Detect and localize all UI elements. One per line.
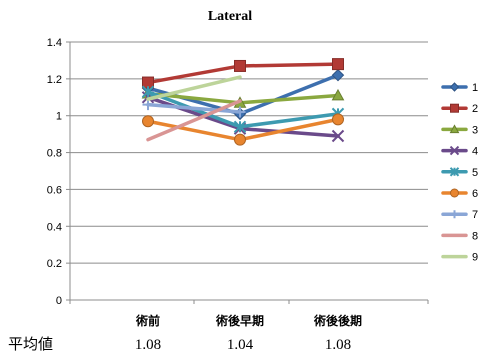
legend-item: 8 — [441, 230, 478, 242]
average-label: 平均値 — [8, 335, 53, 353]
x-axis: 術前 術後早期 術後後期 — [69, 299, 429, 328]
average-value: 1.08 — [325, 337, 351, 353]
legend-label: 1 — [472, 82, 478, 94]
legend-label: 3 — [472, 124, 478, 136]
data-point — [450, 188, 459, 198]
legend-item: 5 — [441, 167, 478, 179]
legend-item: 2 — [441, 103, 478, 115]
data-point — [331, 129, 345, 143]
average-value: 1.08 — [135, 337, 161, 353]
legend-item: 4 — [441, 145, 478, 158]
y-tick-label: 1.2 — [47, 74, 62, 86]
average-row: 平均値 1.08 1.04 1.08 — [8, 335, 351, 353]
data-point — [141, 85, 155, 98]
data-point — [449, 82, 460, 92]
data-point — [449, 145, 460, 156]
data-point — [234, 106, 246, 118]
legend-label: 5 — [472, 167, 478, 179]
y-tick-label: 0.4 — [47, 221, 62, 233]
gridlines — [70, 41, 428, 264]
data-point — [331, 88, 345, 101]
legend-item: 9 — [441, 252, 478, 264]
legend-item: 3 — [441, 124, 478, 136]
data-point — [450, 210, 459, 219]
legend-label: 8 — [472, 230, 478, 242]
y-tick-label: 1.4 — [47, 37, 62, 49]
legend-label: 2 — [472, 103, 478, 115]
y-tick-label: 0.2 — [47, 258, 62, 270]
series-line — [146, 102, 242, 114]
legend-item: 1 — [441, 82, 478, 94]
series-9 — [146, 75, 242, 101]
y-tick-label: 0.8 — [47, 148, 62, 160]
legend-label: 9 — [472, 252, 478, 264]
y-tick-label: 1 — [56, 111, 62, 123]
y-tick-label: 0.6 — [47, 184, 62, 196]
data-point — [142, 115, 154, 128]
data-point — [332, 113, 344, 126]
x-category-label: 術後後期 — [313, 313, 362, 328]
legend-label: 6 — [472, 188, 478, 200]
legend-label: 4 — [472, 146, 478, 158]
data-point — [449, 167, 460, 177]
data-point — [142, 99, 154, 111]
data-point — [450, 103, 459, 113]
x-category-label: 術後早期 — [215, 313, 264, 328]
series-8 — [146, 99, 242, 142]
y-tick-label: 0 — [56, 295, 62, 307]
data-point — [331, 68, 345, 82]
chart-title: Lateral — [208, 9, 252, 24]
data-point — [234, 59, 246, 72]
average-value: 1.04 — [227, 337, 254, 353]
x-category-label: 術前 — [135, 313, 160, 328]
series-lines — [141, 58, 345, 146]
legend-item: 7 — [441, 209, 478, 221]
series-line — [146, 99, 242, 142]
legend-item: 6 — [441, 188, 478, 200]
legend-label: 7 — [472, 209, 478, 221]
series-line — [146, 75, 242, 101]
data-point — [332, 58, 344, 71]
legend: 1 2 3 4 5 6 7 8 9 — [441, 82, 478, 264]
data-point — [234, 133, 246, 146]
series-7 — [142, 99, 246, 118]
y-axis: 0 0.2 0.4 0.6 0.8 1 1.2 1.4 — [47, 37, 71, 307]
data-point — [233, 120, 247, 133]
data-point — [449, 124, 460, 134]
